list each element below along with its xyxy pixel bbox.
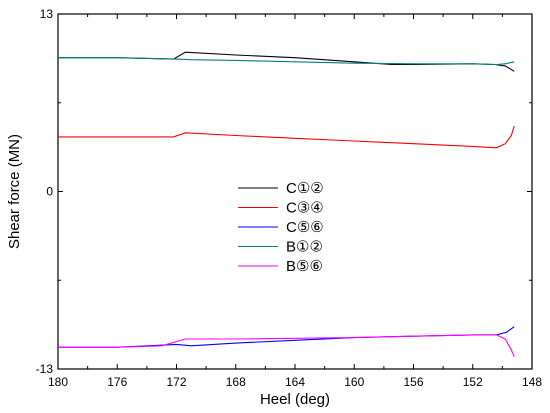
y-tick-label: 13 [40,7,54,21]
legend-label: B①② [286,239,323,256]
y-axis-label: Shear force (MN) [6,134,23,249]
legend: C①② C③④ C⑤⑥ B①② B⑤⑥ [238,180,324,275]
series-line-5 [58,334,515,357]
legend-label: C⑤⑥ [286,219,324,236]
series-line-2 [58,125,515,149]
x-tick-label: 176 [107,375,127,389]
x-axis-label: Heel (deg) [260,391,330,408]
x-tick-label: 168 [226,375,246,389]
y-tick-label: -13 [36,362,54,376]
legend-label: B⑤⑥ [286,258,323,275]
x-tick-label: 164 [285,375,305,389]
x-tick-label: 160 [344,375,364,389]
x-tick-label: 180 [48,375,68,389]
legend-label: C①② [286,180,324,197]
legend-label: C③④ [286,200,324,217]
y-axis: -13 0 13 [36,7,532,376]
series-line-3 [58,326,515,348]
x-tick-label: 148 [522,375,542,389]
series-line-4 [58,57,515,66]
y-tick-label: 0 [46,185,53,199]
x-tick-label: 156 [403,375,423,389]
x-axis: 180 176 172 168 164 160 156 152 148 [48,14,542,389]
x-tick-label: 172 [166,375,186,389]
series-lines [58,51,515,357]
x-tick-label: 152 [463,375,483,389]
